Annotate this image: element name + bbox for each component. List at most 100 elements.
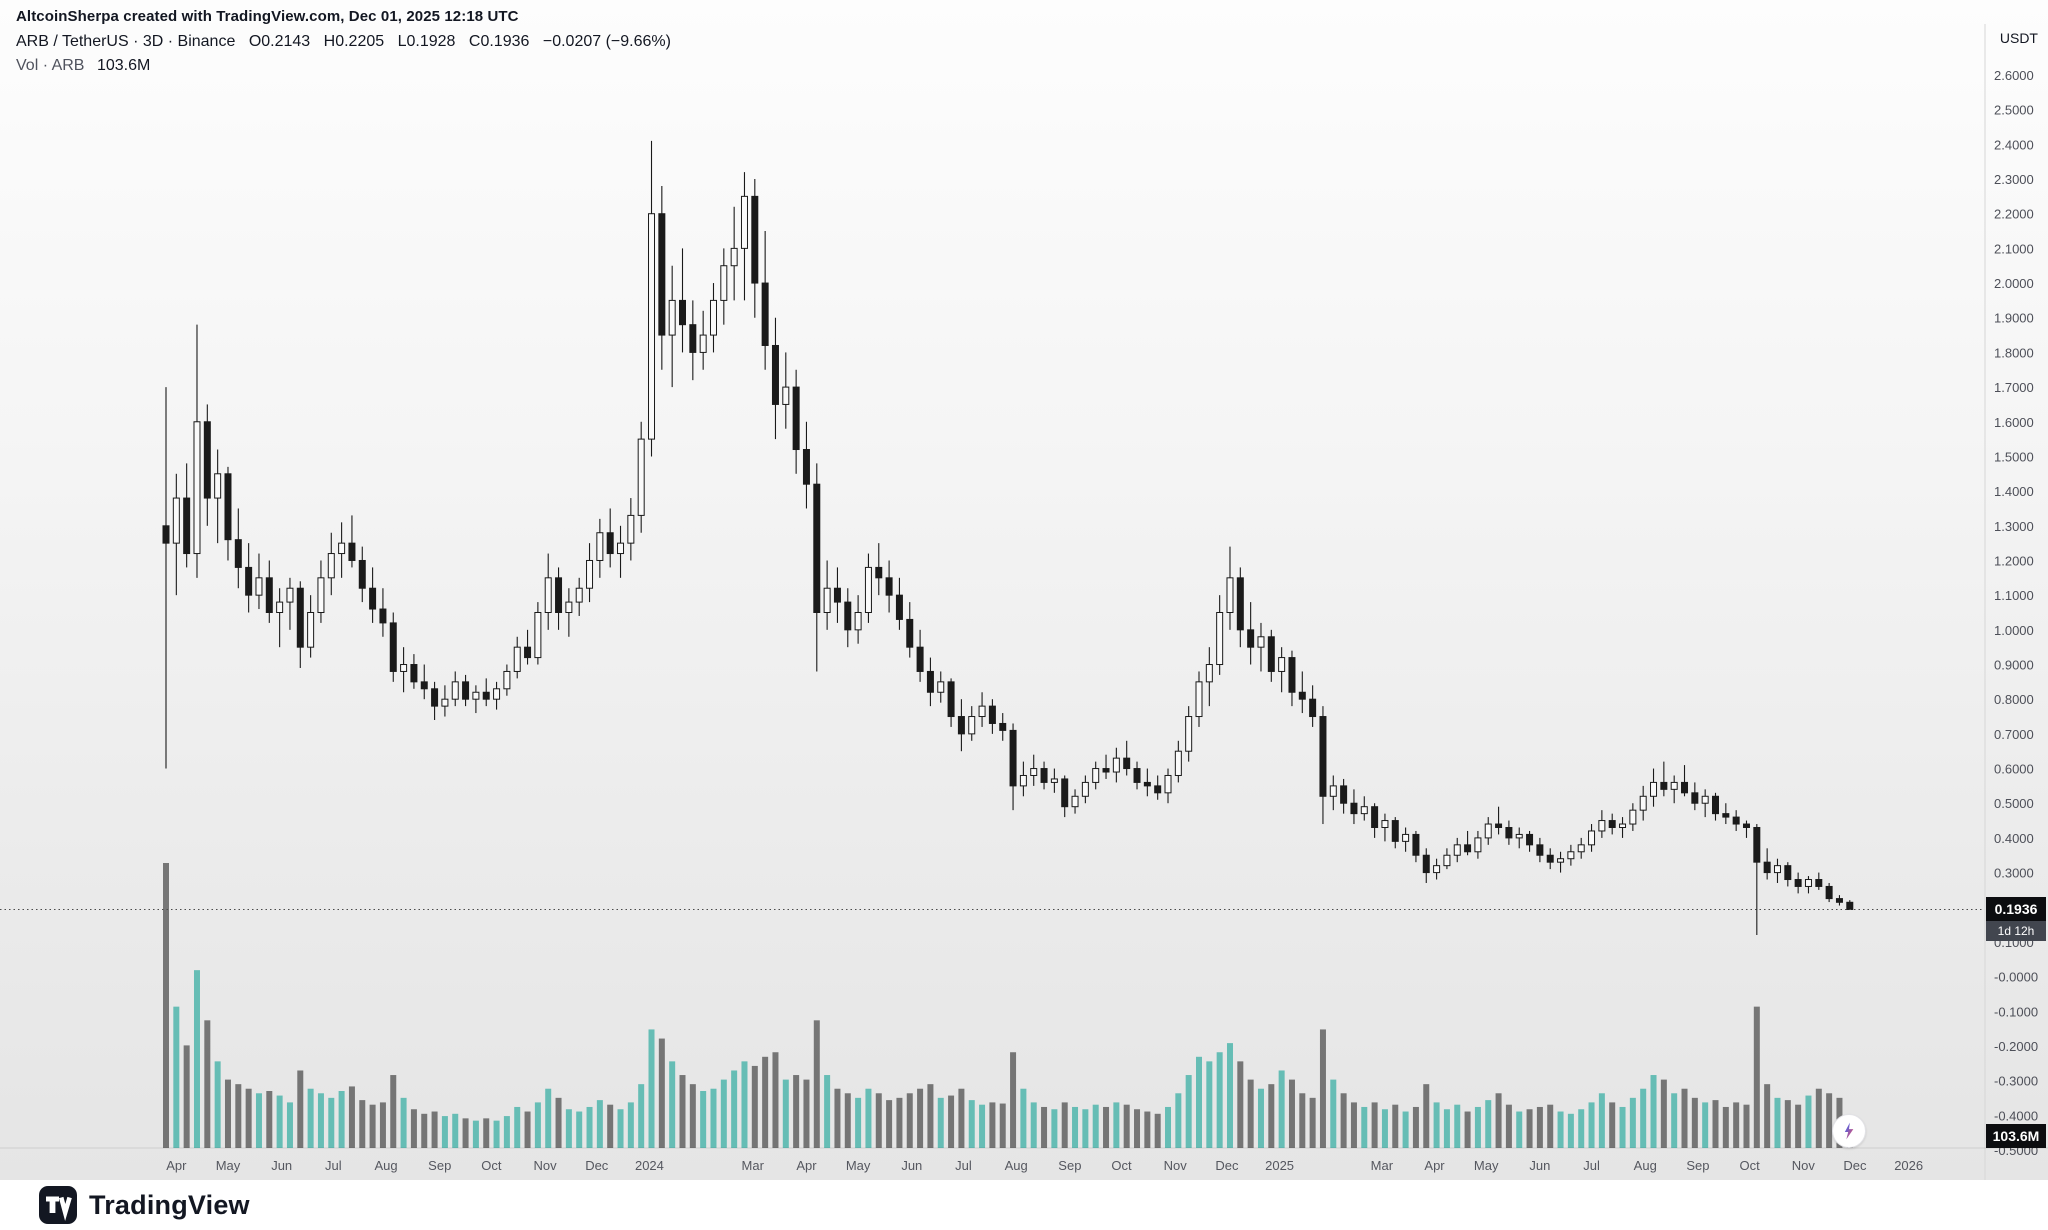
time-tick-label[interactable]: Jul xyxy=(955,1158,972,1173)
price-tick-label[interactable]: 2.3000 xyxy=(1994,172,2034,187)
price-tick-label[interactable]: 2.2000 xyxy=(1994,207,2034,222)
price-tick-label[interactable]: 2.6000 xyxy=(1994,68,2034,83)
time-tick-label[interactable]: Mar xyxy=(742,1158,765,1173)
price-tick-label[interactable]: 2.0000 xyxy=(1994,276,2034,291)
volume-bar xyxy=(1020,1088,1027,1148)
time-tick-label[interactable]: Jul xyxy=(1583,1158,1600,1173)
time-tick-label[interactable]: Apr xyxy=(166,1158,187,1173)
price-tick-label[interactable]: 0.6000 xyxy=(1994,762,2034,777)
volume-bar xyxy=(565,1109,572,1148)
candle-body xyxy=(1598,820,1606,832)
time-tick-label[interactable]: Aug xyxy=(374,1158,397,1173)
price-tick-label[interactable]: 1.4000 xyxy=(1994,484,2034,499)
price-tick-label[interactable]: 0.8000 xyxy=(1994,692,2034,707)
candle-body xyxy=(1350,802,1358,815)
price-tick-label[interactable]: 1.7000 xyxy=(1994,380,2034,395)
price-tick-label[interactable]: -0.4000 xyxy=(1994,1108,2038,1123)
time-tick-label[interactable]: Jun xyxy=(1529,1158,1550,1173)
price-tick-label[interactable]: -0.2000 xyxy=(1994,1039,2038,1054)
volume-bar xyxy=(1330,1079,1337,1148)
candle-body xyxy=(885,577,893,596)
time-tick-label[interactable]: Apr xyxy=(796,1158,817,1173)
volume-bar xyxy=(617,1109,624,1148)
volume-bar xyxy=(1350,1102,1357,1148)
volume-bar xyxy=(400,1097,407,1148)
candle-body xyxy=(617,542,625,555)
time-tick-label[interactable]: May xyxy=(846,1158,871,1173)
candle-body xyxy=(1732,816,1740,825)
price-tick-label[interactable]: 0.3000 xyxy=(1994,866,2034,881)
time-tick-label[interactable]: 2025 xyxy=(1265,1158,1294,1173)
price-tick-label[interactable]: 1.9000 xyxy=(1994,311,2034,326)
volume-bar xyxy=(1165,1106,1172,1148)
candle-body xyxy=(1484,823,1492,839)
time-tick-label[interactable]: Jun xyxy=(271,1158,292,1173)
candle-body xyxy=(1515,833,1523,839)
time-tick-label[interactable]: Jul xyxy=(325,1158,342,1173)
candle-body xyxy=(1681,781,1689,794)
volume-bar xyxy=(1805,1095,1812,1148)
price-tick-label[interactable]: 1.6000 xyxy=(1994,415,2034,430)
time-tick-label[interactable]: Sep xyxy=(428,1158,451,1173)
time-tick-label[interactable]: 2026 xyxy=(1894,1158,1923,1173)
volume-bar xyxy=(989,1102,996,1148)
price-tick-label[interactable]: 1.0000 xyxy=(1994,623,2034,638)
volume-bar xyxy=(369,1104,376,1148)
price-tick-label[interactable]: 1.1000 xyxy=(1994,588,2034,603)
price-tick-label[interactable]: -0.0000 xyxy=(1994,970,2038,985)
volume-bar xyxy=(1516,1111,1523,1148)
time-tick-label[interactable]: Oct xyxy=(1739,1158,1760,1173)
candle-body xyxy=(1670,781,1678,790)
price-tick-label[interactable]: 1.8000 xyxy=(1994,345,2034,360)
candle-body xyxy=(1412,833,1420,856)
time-tick-label[interactable]: Mar xyxy=(1371,1158,1394,1173)
candle-body xyxy=(1205,664,1213,683)
candle-body xyxy=(1298,691,1306,700)
time-tick-label[interactable]: Aug xyxy=(1005,1158,1028,1173)
symbol-name[interactable]: ARB / TetherUS · 3D · Binance xyxy=(16,33,236,50)
tradingview-logo[interactable]: TradingView xyxy=(38,1185,250,1225)
time-tick-label[interactable]: 2024 xyxy=(635,1158,664,1173)
time-tick-label[interactable]: Dec xyxy=(1843,1158,1867,1173)
price-tick-label[interactable]: -0.3000 xyxy=(1994,1074,2038,1089)
time-tick-label[interactable]: Jun xyxy=(901,1158,922,1173)
price-tick-label[interactable]: 0.5000 xyxy=(1994,796,2034,811)
time-tick-label[interactable]: Nov xyxy=(1164,1158,1188,1173)
price-tick-label[interactable]: 2.4000 xyxy=(1994,137,2034,152)
time-tick-label[interactable]: May xyxy=(1474,1158,1499,1173)
time-tick-label[interactable]: Apr xyxy=(1424,1158,1445,1173)
candle-body xyxy=(1319,716,1327,797)
price-tick-label[interactable]: 2.5000 xyxy=(1994,103,2034,118)
volume-bar xyxy=(452,1113,459,1148)
volume-bar xyxy=(421,1113,428,1148)
price-tick-label[interactable]: 1.3000 xyxy=(1994,519,2034,534)
price-tick-label[interactable]: 0.7000 xyxy=(1994,727,2034,742)
time-tick-label[interactable]: Sep xyxy=(1058,1158,1081,1173)
time-tick-label[interactable]: Dec xyxy=(1215,1158,1239,1173)
price-tick-label[interactable]: 2.1000 xyxy=(1994,241,2034,256)
price-tick-label[interactable]: 1.5000 xyxy=(1994,449,2034,464)
time-tick-label[interactable]: Nov xyxy=(534,1158,558,1173)
time-tick-label[interactable]: Sep xyxy=(1686,1158,1709,1173)
candle-body xyxy=(348,542,356,561)
candle-body xyxy=(648,213,656,440)
time-tick-label[interactable]: Oct xyxy=(481,1158,502,1173)
volume-bar xyxy=(607,1104,614,1148)
time-tick-label[interactable]: Dec xyxy=(585,1158,609,1173)
price-tick-label[interactable]: 0.4000 xyxy=(1994,831,2034,846)
time-tick-label[interactable]: May xyxy=(216,1158,241,1173)
candle-body xyxy=(1815,879,1823,887)
time-tick-label[interactable]: Aug xyxy=(1634,1158,1657,1173)
price-tick-label[interactable]: 0.9000 xyxy=(1994,658,2034,673)
time-tick-label[interactable]: Oct xyxy=(1111,1158,1132,1173)
candle-body xyxy=(245,566,253,596)
volume-bar xyxy=(1175,1093,1182,1148)
price-tick-label[interactable]: -0.1000 xyxy=(1994,1004,2038,1019)
price-tick-label[interactable]: 1.2000 xyxy=(1994,553,2034,568)
time-tick-label[interactable]: Nov xyxy=(1792,1158,1816,1173)
volume-bar xyxy=(689,1084,696,1148)
volume-bar xyxy=(1547,1104,1554,1148)
tradingview-stamp-icon[interactable] xyxy=(1832,1114,1866,1148)
candle-body xyxy=(1071,795,1079,808)
